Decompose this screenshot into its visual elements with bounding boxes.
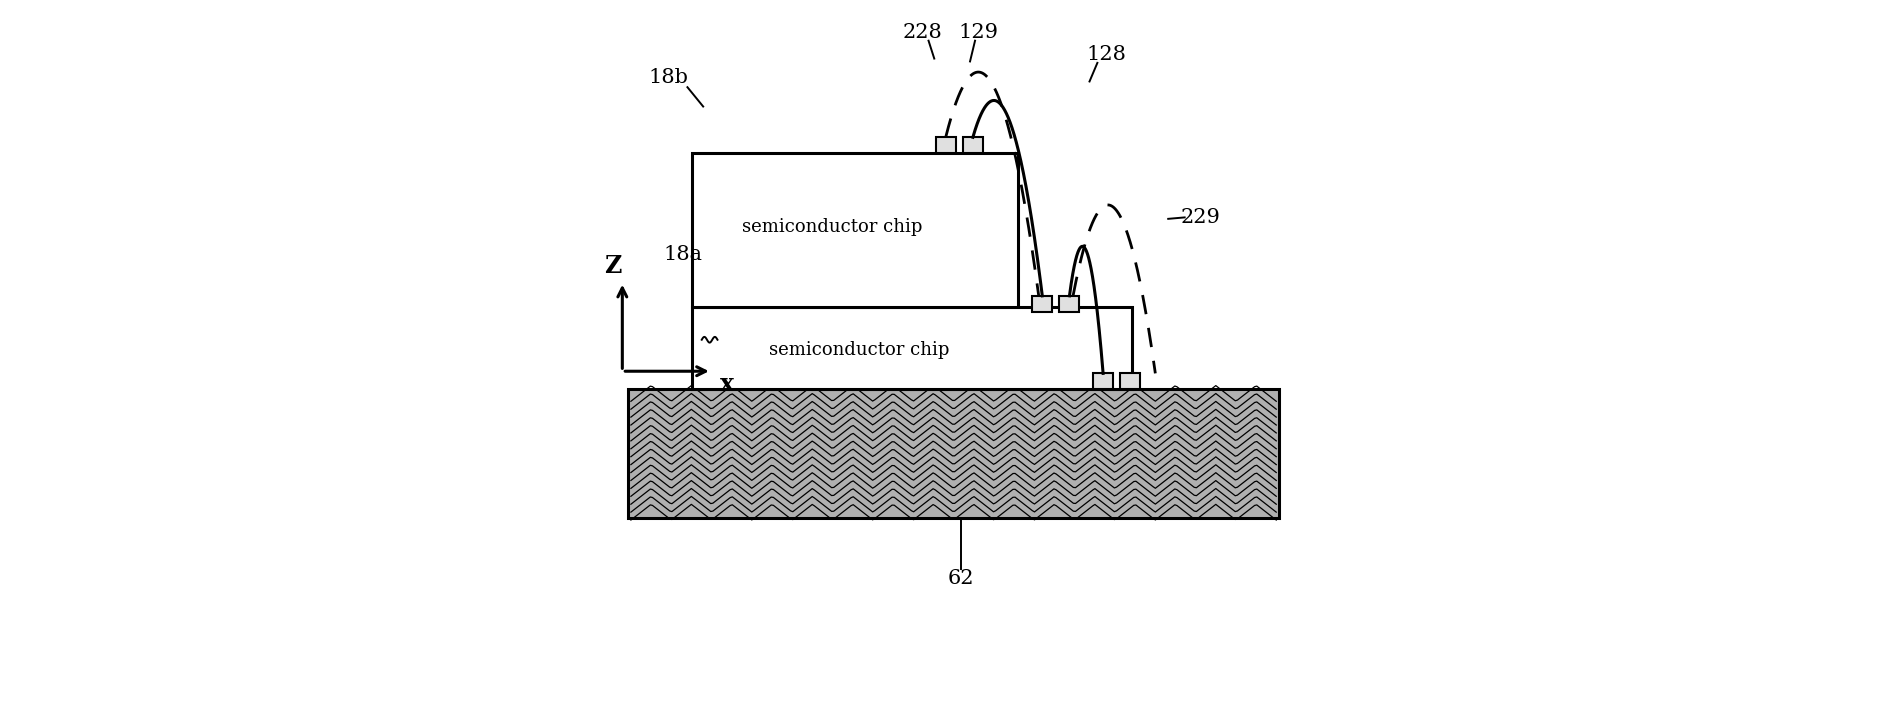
Text: 18a: 18a [663,245,703,264]
Text: 129: 129 [960,23,999,43]
Bar [1121,373,1140,389]
Bar [963,137,982,153]
Bar [1060,296,1079,311]
Text: semiconductor chip: semiconductor chip [743,218,923,236]
Text: Z: Z [604,254,621,278]
Bar [1032,296,1053,311]
Bar [935,137,956,153]
Text: 228: 228 [902,23,942,43]
Text: 62: 62 [948,569,975,588]
Bar [629,389,1279,518]
Text: semiconductor chip: semiconductor chip [770,340,950,358]
Text: x: x [720,372,735,396]
Bar [692,307,1132,389]
Bar [629,389,1279,518]
Text: 128: 128 [1087,45,1127,63]
Text: 229: 229 [1180,208,1220,227]
Text: 18b: 18b [650,68,690,87]
Bar [1092,373,1113,389]
Bar [692,153,1018,307]
